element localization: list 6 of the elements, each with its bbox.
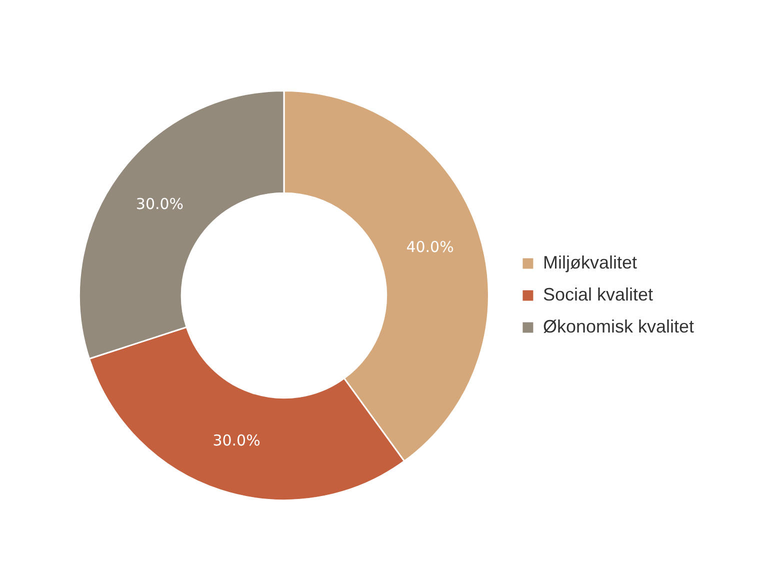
data-label: 30.0% <box>136 195 184 214</box>
data-label: 40.0% <box>406 238 454 256</box>
legend-label: Økonomisk kvalitet <box>542 316 694 336</box>
legend-label: Miljøkvalitet <box>542 252 637 272</box>
legend-label: Social kvalitet <box>542 284 654 304</box>
data-label: 30.0% <box>212 431 260 450</box>
